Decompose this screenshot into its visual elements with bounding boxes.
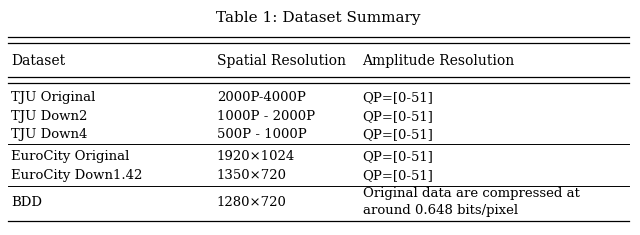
Text: QP=[0-51]: QP=[0-51] xyxy=(362,110,433,123)
Text: Dataset: Dataset xyxy=(11,54,65,68)
Text: Table 1: Dataset Summary: Table 1: Dataset Summary xyxy=(216,11,420,25)
Text: EuroCity Down1.42: EuroCity Down1.42 xyxy=(11,169,142,182)
Text: 1000P - 2000P: 1000P - 2000P xyxy=(217,110,315,123)
Text: 1280×720: 1280×720 xyxy=(217,196,287,209)
Text: QP=[0-51]: QP=[0-51] xyxy=(362,91,433,104)
Text: QP=[0-51]: QP=[0-51] xyxy=(362,150,433,164)
Text: 2000P-4000P: 2000P-4000P xyxy=(217,91,306,104)
Text: 1920×1024: 1920×1024 xyxy=(217,150,295,164)
Text: QP=[0-51]: QP=[0-51] xyxy=(362,169,433,182)
Text: QP=[0-51]: QP=[0-51] xyxy=(362,128,433,141)
Text: Spatial Resolution: Spatial Resolution xyxy=(217,54,346,68)
Text: around 0.648 bits/pixel: around 0.648 bits/pixel xyxy=(362,204,518,217)
Text: EuroCity Original: EuroCity Original xyxy=(11,150,129,164)
Text: TJU Down2: TJU Down2 xyxy=(11,110,87,123)
Text: TJU Down4: TJU Down4 xyxy=(11,128,87,141)
Text: TJU Original: TJU Original xyxy=(11,91,95,104)
Text: 500P - 1000P: 500P - 1000P xyxy=(217,128,307,141)
Text: 1350×720: 1350×720 xyxy=(217,169,287,182)
Text: Original data are compressed at: Original data are compressed at xyxy=(362,187,579,200)
Text: Amplitude Resolution: Amplitude Resolution xyxy=(362,54,515,68)
Text: BDD: BDD xyxy=(11,196,42,209)
